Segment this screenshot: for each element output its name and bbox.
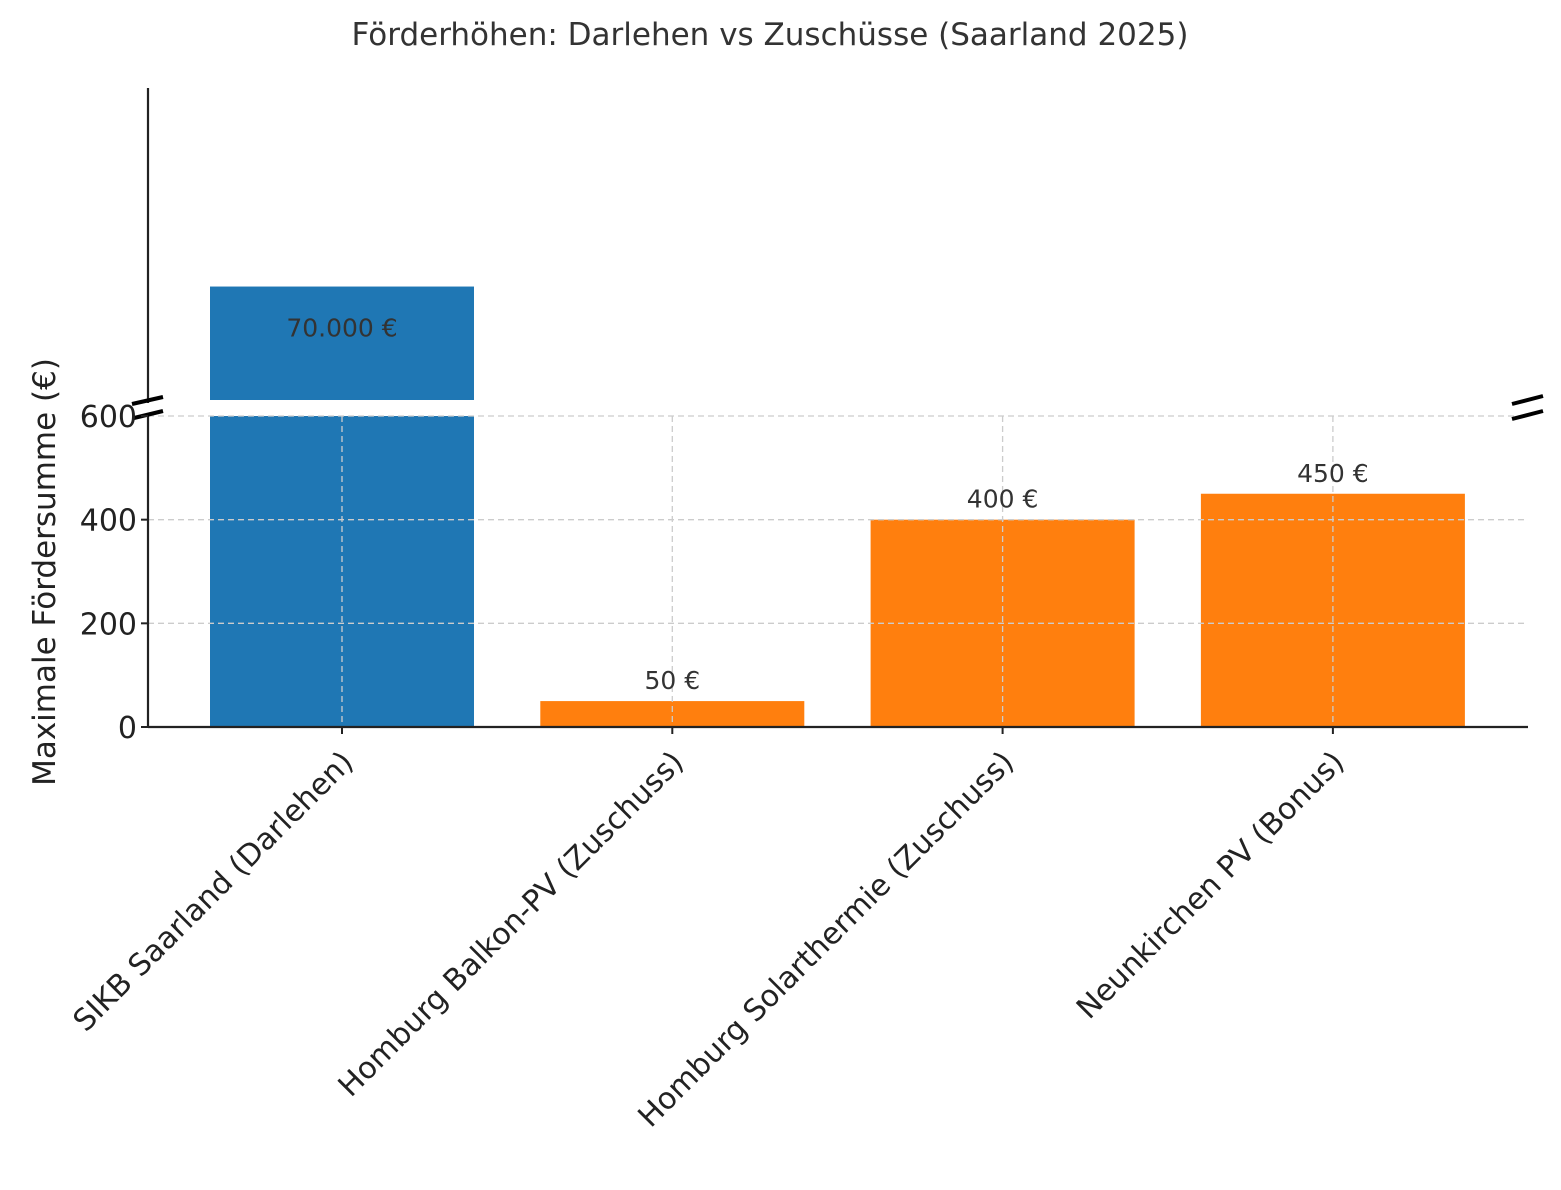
y-tick-label: 0 [118, 711, 137, 746]
x-tick-label: Homburg Solarthermie (Zuschuss) [631, 745, 1021, 1135]
y-tick-label: 400 [80, 504, 137, 539]
bars [210, 286, 1465, 727]
axis-break-mark [131, 395, 164, 406]
y-tick-label: 200 [80, 607, 137, 642]
x-tick-label: Neunkirchen PV (Bonus) [1070, 745, 1351, 1026]
chart-title: Förderhöhen: Darlehen vs Zuschüsse (Saar… [352, 17, 1189, 53]
axis-break-mark [1511, 394, 1544, 406]
y-axis-label: Maximale Fördersumme (€) [27, 358, 63, 786]
x-tick-label: Homburg Balkon-PV (Zuschuss) [332, 745, 691, 1104]
bar-upper [210, 286, 474, 400]
data-label: 400 € [967, 485, 1039, 514]
data-label: 70.000 € [286, 314, 397, 343]
data-label: 50 € [644, 666, 700, 695]
y-tick-label: 600 [80, 400, 137, 435]
bar [540, 701, 805, 727]
data-label: 450 € [1297, 459, 1369, 488]
labels: 70.000 € 50 € 400 € 450 € [286, 314, 1368, 696]
axis-break-mark [133, 409, 164, 420]
x-tick-label: SIKB Saarland (Darlehen) [67, 745, 361, 1039]
axis-break-mark [1511, 409, 1544, 421]
